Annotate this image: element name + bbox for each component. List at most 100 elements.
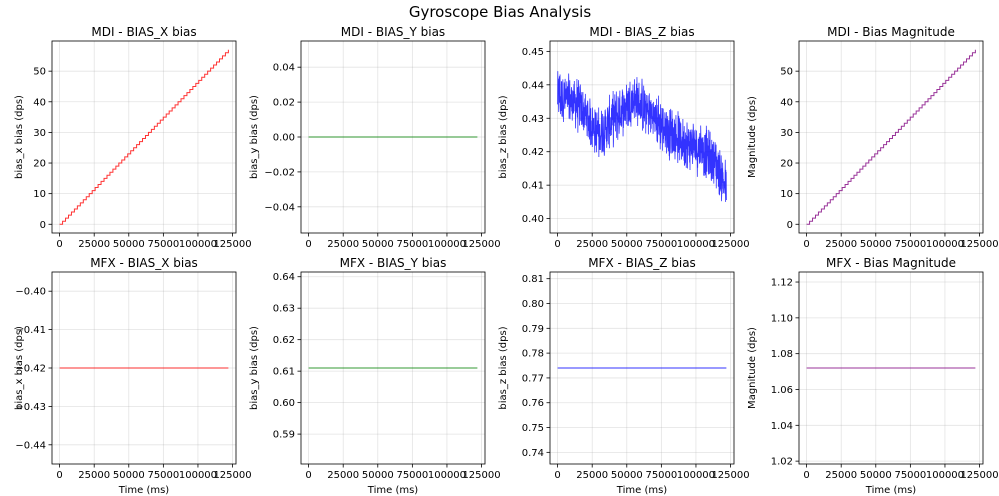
x-tick-label: 100000: [428, 239, 466, 250]
y-tick-label: 1.10: [771, 313, 793, 324]
x-axis-label: Time (ms): [118, 485, 170, 496]
y-tick-label: 0.61: [273, 367, 295, 378]
x-tick-label: 75000: [894, 470, 926, 481]
x-tick-label: 25000: [78, 239, 110, 250]
y-tick-label: 0.64: [273, 272, 295, 283]
x-tick-label: 75000: [396, 239, 428, 250]
y-tick-label: 0.41: [522, 181, 544, 192]
y-tick-label: 1.06: [771, 385, 793, 396]
x-tick-label: 0: [56, 470, 62, 481]
x-tick-label: 25000: [825, 239, 857, 250]
y-axis-label: bias_y bias (dps): [249, 95, 260, 179]
plot-frame: [798, 40, 984, 234]
series-line: [557, 71, 727, 202]
x-tick-label: 100000: [179, 470, 217, 481]
y-tick-label: 20: [780, 159, 793, 170]
y-tick-label: 0.40: [522, 214, 544, 225]
y-tick-label: 10: [780, 189, 793, 200]
x-tick-label: 100000: [926, 239, 964, 250]
x-tick-label: 0: [554, 470, 560, 481]
x-tick-label: 0: [305, 470, 311, 481]
x-tick-label: 25000: [78, 470, 110, 481]
x-axis-label: Time (ms): [865, 485, 917, 496]
y-tick-label: 0.81: [522, 274, 544, 285]
y-tick-label: 0.76: [522, 398, 544, 409]
x-tick-label: 125000: [711, 239, 749, 250]
y-tick-label: 0.45: [522, 47, 544, 58]
y-tick-label: 50: [780, 67, 793, 78]
x-tick-label: 25000: [576, 470, 608, 481]
y-axis-label: Magnitude (dps): [747, 96, 758, 178]
y-tick-label: 0.63: [273, 304, 295, 315]
subplot-title: MFX - Bias Magnitude: [826, 256, 956, 270]
plot-frame: [300, 271, 486, 465]
y-axis-label: bias_x bias (dps): [14, 95, 25, 179]
subplot-title: MDI - Bias Magnitude: [827, 25, 955, 39]
y-axis-label: Magnitude (dps): [747, 327, 758, 409]
x-tick-label: 25000: [327, 239, 359, 250]
y-tick-label: 0: [787, 220, 793, 231]
y-tick-label: 0.43: [522, 114, 544, 125]
x-tick-label: 0: [56, 239, 62, 250]
y-tick-label: −0.04: [264, 202, 295, 213]
y-tick-label: 0.80: [522, 299, 544, 310]
x-tick-label: 25000: [576, 239, 608, 250]
x-tick-label: 75000: [147, 239, 179, 250]
y-axis-label: bias_x bias (dps): [14, 326, 25, 410]
subplot-title: MFX - BIAS_X bias: [90, 256, 198, 270]
x-tick-label: 100000: [926, 470, 964, 481]
x-tick-label: 75000: [894, 239, 926, 250]
y-tick-label: 1.12: [771, 278, 793, 289]
y-tick-label: 0: [40, 220, 46, 231]
x-tick-label: 125000: [711, 470, 749, 481]
x-tick-label: 25000: [327, 470, 359, 481]
x-tick-label: 125000: [213, 470, 251, 481]
x-tick-label: 50000: [362, 239, 394, 250]
y-tick-label: 1.08: [771, 349, 793, 360]
y-tick-label: −0.44: [15, 440, 46, 451]
x-tick-label: 50000: [113, 239, 145, 250]
x-tick-label: 0: [305, 239, 311, 250]
x-tick-label: 75000: [147, 470, 179, 481]
x-tick-label: 100000: [677, 470, 715, 481]
x-tick-label: 50000: [113, 470, 145, 481]
x-tick-label: 125000: [462, 470, 500, 481]
x-axis-label: Time (ms): [367, 485, 419, 496]
plot-frame: [51, 40, 237, 234]
subplot-title: MFX - BIAS_Z bias: [588, 256, 696, 270]
y-tick-label: 0.42: [522, 147, 544, 158]
y-tick-label: 10: [33, 189, 46, 200]
y-tick-label: 0.75: [522, 423, 544, 434]
x-tick-label: 50000: [860, 470, 892, 481]
series-line: [59, 49, 229, 225]
y-tick-label: 20: [33, 159, 46, 170]
y-tick-label: 1.02: [771, 457, 793, 468]
y-tick-label: 0.79: [522, 324, 544, 335]
x-tick-label: 50000: [611, 470, 643, 481]
x-tick-label: 50000: [362, 470, 394, 481]
subplot-title: MDI - BIAS_Z bias: [589, 25, 694, 39]
y-tick-label: −0.41: [15, 325, 46, 336]
x-tick-label: 75000: [645, 470, 677, 481]
series-line: [806, 49, 976, 225]
y-tick-label: 40: [33, 97, 46, 108]
y-tick-label: 0.59: [273, 430, 295, 441]
y-tick-label: 0.62: [273, 335, 295, 346]
x-tick-label: 50000: [860, 239, 892, 250]
x-tick-label: 125000: [960, 239, 998, 250]
x-tick-label: 0: [803, 470, 809, 481]
x-tick-label: 125000: [213, 239, 251, 250]
x-tick-label: 100000: [428, 470, 466, 481]
y-tick-label: 0.60: [273, 398, 295, 409]
y-tick-label: −0.40: [15, 287, 46, 298]
y-tick-label: 0.77: [522, 373, 544, 384]
x-tick-label: 0: [803, 239, 809, 250]
subplot-title: MFX - BIAS_Y bias: [340, 256, 447, 270]
